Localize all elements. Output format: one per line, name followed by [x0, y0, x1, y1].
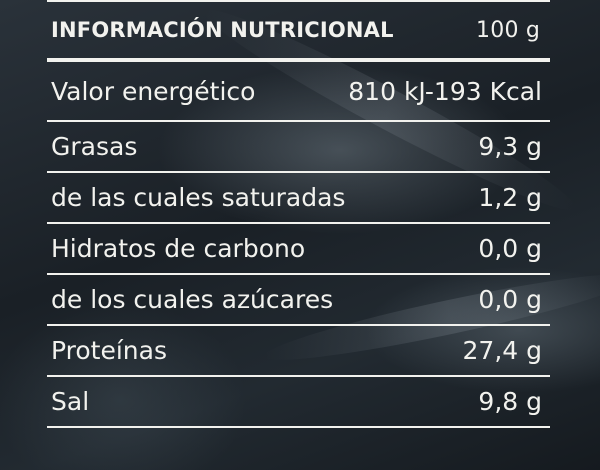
nutrition-header: INFORMACIÓN NUTRICIONAL 100 g: [47, 0, 550, 58]
nutrient-label: de los cuales azúcares: [51, 285, 334, 314]
nutrition-row-fat: Grasas 9,3 g: [47, 122, 550, 173]
nutrient-label: Hidratos de carbono: [51, 234, 306, 263]
nutrition-row-sugars: de los cuales azúcares 0,0 g: [47, 275, 550, 326]
nutrition-table: INFORMACIÓN NUTRICIONAL 100 g Valor ener…: [47, 0, 550, 428]
nutrient-label: Valor energético: [51, 76, 256, 106]
per-quantity: 100 g: [476, 17, 540, 43]
nutrition-row-energy: Valor energético 810 kJ-193 Kcal: [47, 62, 550, 122]
nutrient-value: 0,0 g: [478, 285, 542, 314]
nutrient-label: de las cuales saturadas: [51, 183, 346, 212]
nutrient-label: Proteínas: [51, 336, 167, 365]
nutrition-row-carbs: Hidratos de carbono 0,0 g: [47, 224, 550, 275]
nutrient-value: 810 kJ-193 Kcal: [348, 76, 542, 106]
nutrition-title: INFORMACIÓN NUTRICIONAL: [51, 18, 394, 42]
nutrient-label: Grasas: [51, 132, 138, 161]
nutrient-value: 9,8 g: [478, 387, 542, 416]
header-divider: [47, 58, 550, 62]
nutrient-value: 27,4 g: [462, 336, 542, 365]
nutrient-value: 1,2 g: [478, 183, 542, 212]
nutrition-row-saturated: de las cuales saturadas 1,2 g: [47, 173, 550, 224]
nutrient-value: 0,0 g: [478, 234, 542, 263]
nutrition-row-protein: Proteínas 27,4 g: [47, 326, 550, 377]
nutrient-value: 9,3 g: [478, 132, 542, 161]
nutrient-label: Sal: [51, 387, 90, 416]
nutrition-row-salt: Sal 9,8 g: [47, 377, 550, 428]
